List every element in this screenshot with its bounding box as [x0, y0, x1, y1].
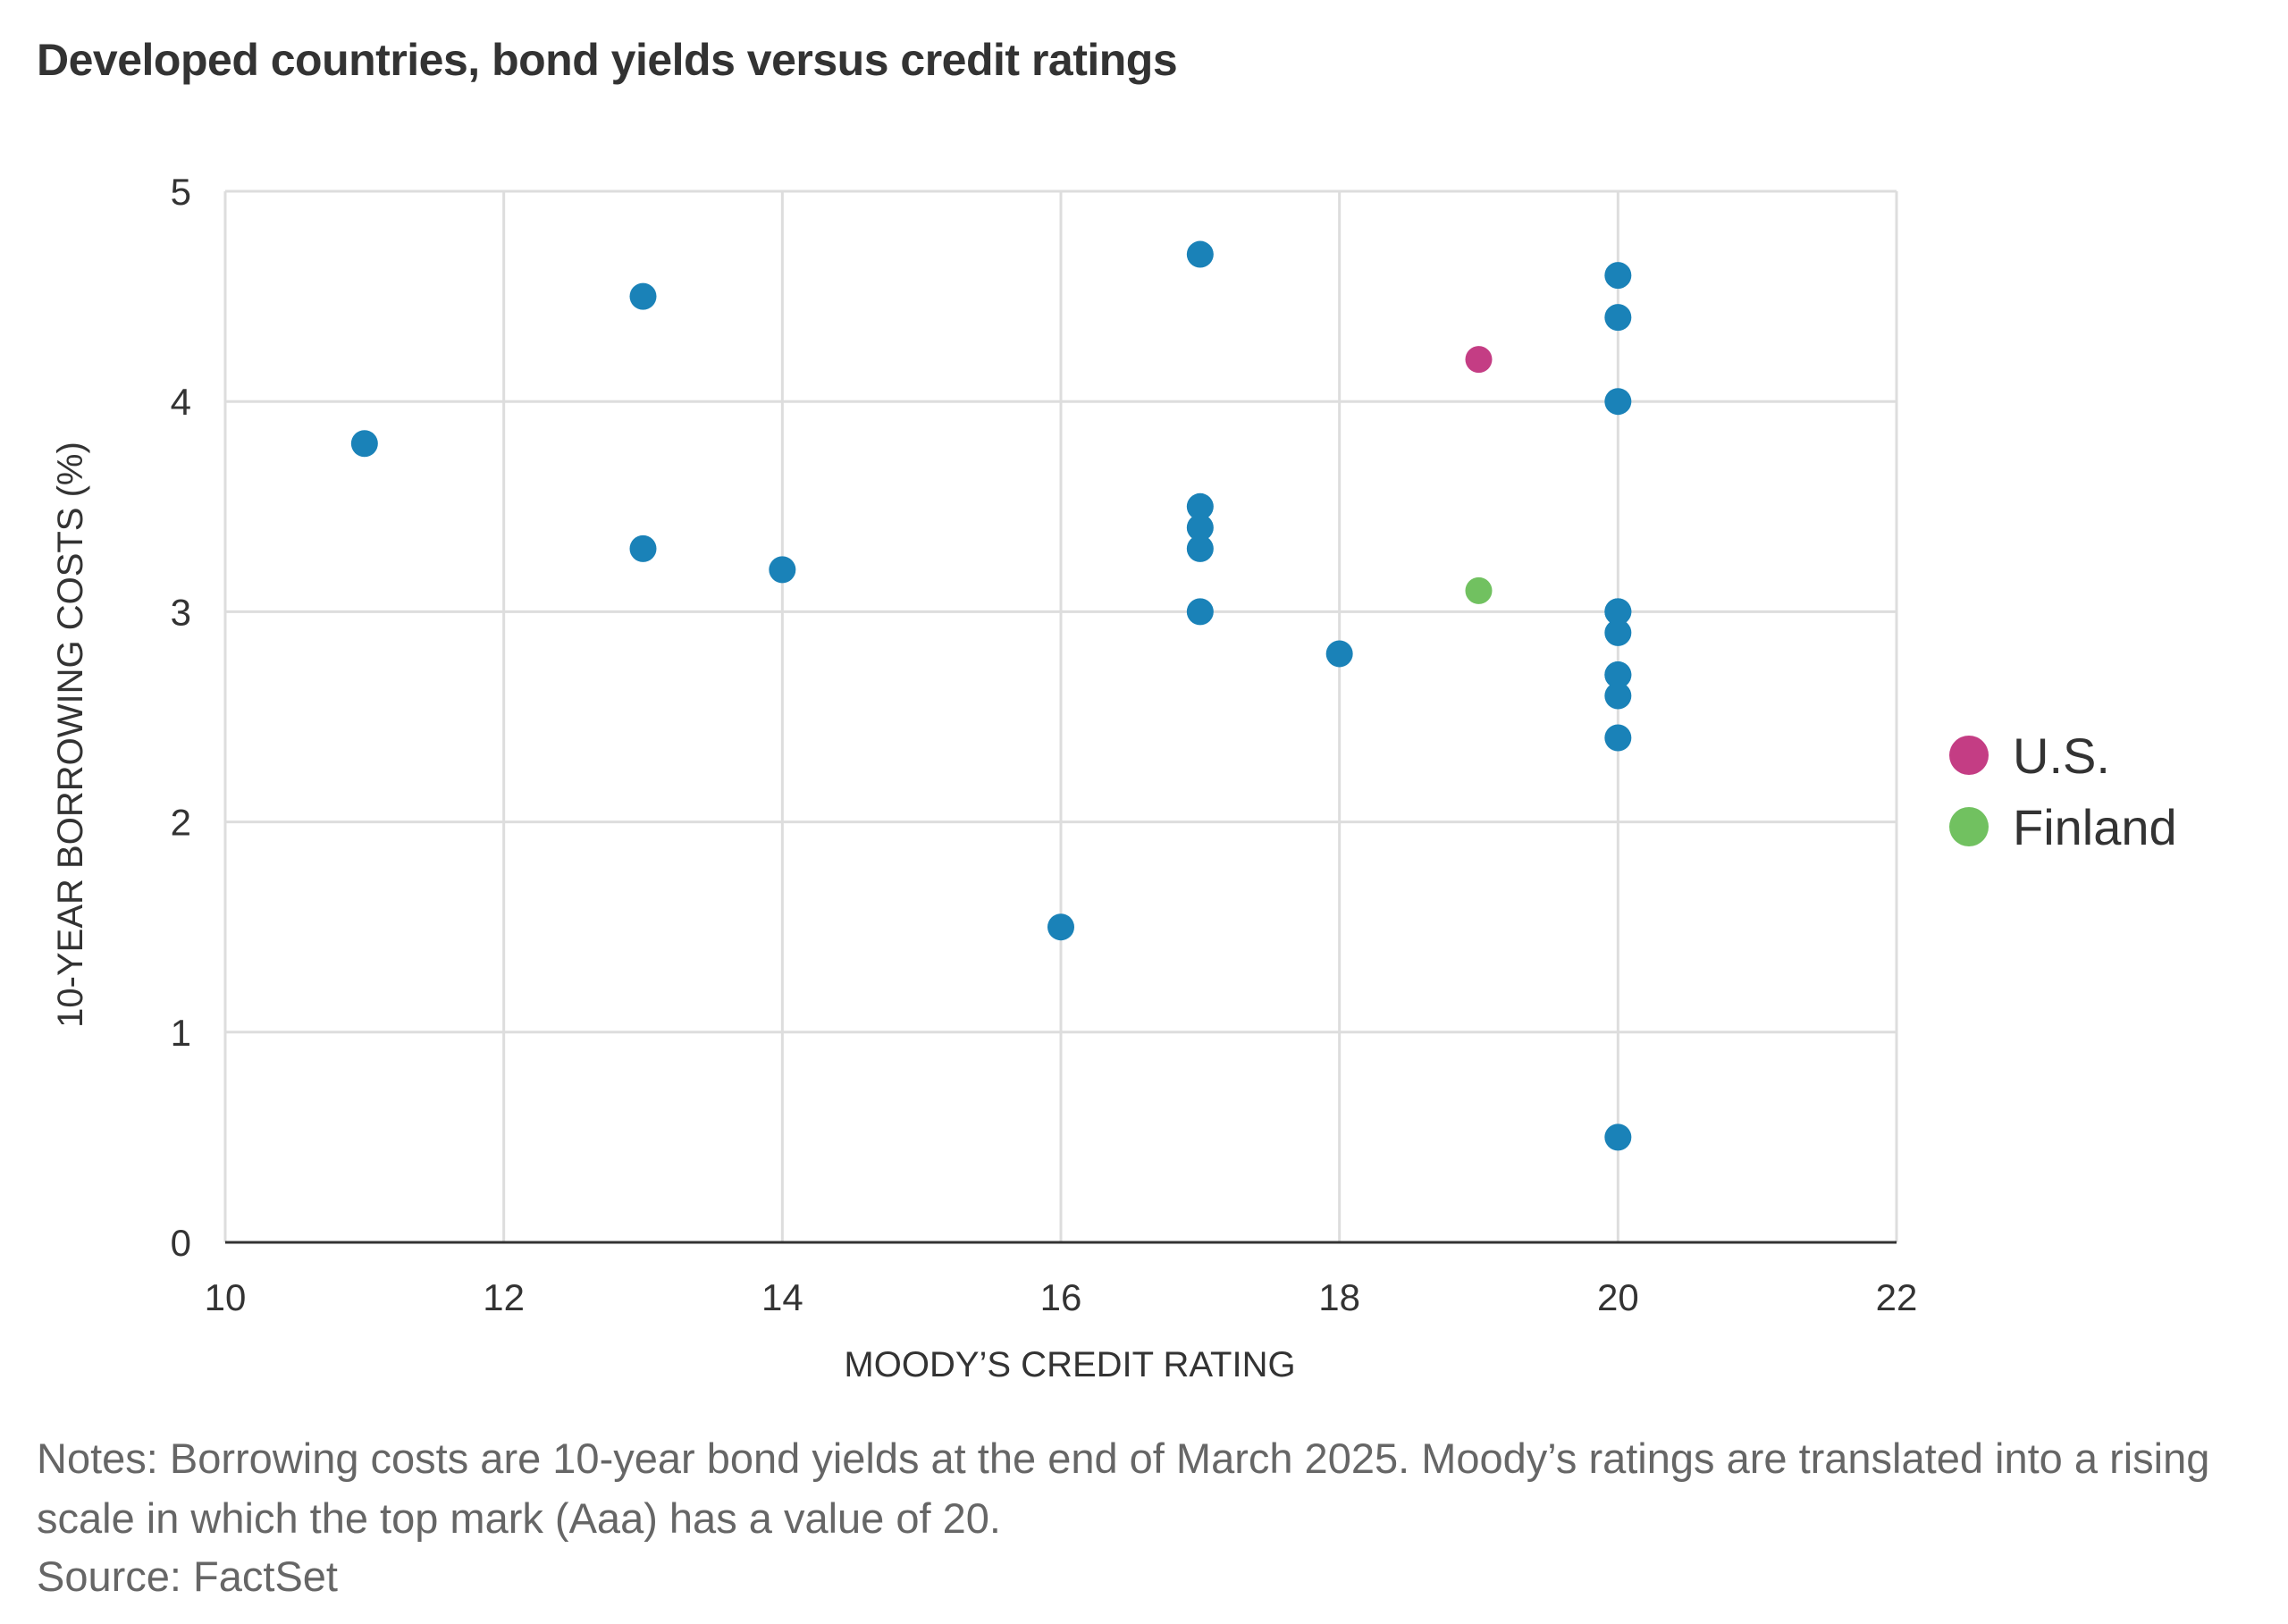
x-tick-label: 18	[1318, 1276, 1360, 1318]
y-tick-label: 5	[171, 171, 191, 213]
legend-label: U.S.	[2013, 728, 2110, 784]
data-point	[1604, 388, 1632, 416]
data-point	[629, 282, 657, 310]
data-point	[1604, 724, 1632, 752]
legend-marker-us	[1949, 736, 1989, 775]
data-point	[629, 534, 657, 562]
chart-notes: Notes: Borrowing costs are 10-year bond …	[37, 1435, 2210, 1542]
data-point	[1186, 598, 1214, 626]
data-point	[1604, 304, 1632, 332]
data-point	[1325, 640, 1353, 668]
y-tick-label: 2	[171, 802, 191, 844]
y-tick-label: 4	[171, 381, 191, 423]
us-point	[1465, 346, 1493, 374]
x-tick-label: 14	[761, 1276, 803, 1318]
x-axis-label: MOODY’S CREDIT RATING	[844, 1345, 1295, 1384]
x-tick-label: 12	[483, 1276, 525, 1318]
data-point	[1186, 514, 1214, 542]
y-axis-label: 10-YEAR BORROWING COSTS (%)	[51, 442, 90, 1028]
y-tick-label: 1	[171, 1012, 191, 1054]
data-point	[1604, 618, 1632, 646]
data-point	[1604, 1123, 1632, 1151]
data-point	[1604, 682, 1632, 710]
y-tick-label: 3	[171, 591, 191, 633]
grid-lines	[223, 189, 1898, 1242]
finland-point	[1465, 576, 1493, 604]
x-tick-label: 20	[1597, 1276, 1639, 1318]
data-point	[1047, 913, 1074, 941]
data-point	[1186, 240, 1214, 268]
x-tick-label: 10	[205, 1276, 247, 1318]
legend-marker-finland	[1949, 807, 1989, 846]
data-point	[769, 556, 796, 584]
chart-source: Source: FactSet	[37, 1552, 338, 1600]
legend-label: Finland	[2013, 799, 2177, 855]
legend: U.S. Finland	[1949, 728, 2177, 855]
data-point	[1604, 262, 1632, 290]
data-point	[1186, 534, 1214, 562]
chart-title: Developed countries, bond yields versus …	[37, 35, 1178, 85]
data-point	[1604, 661, 1632, 688]
data-point	[350, 430, 378, 458]
data-point	[1186, 492, 1214, 520]
y-tick-label: 0	[171, 1222, 191, 1264]
data-points	[350, 240, 1632, 1151]
data-point	[1604, 598, 1632, 626]
x-tick-label: 22	[1876, 1276, 1918, 1318]
x-tick-label: 16	[1040, 1276, 1082, 1318]
